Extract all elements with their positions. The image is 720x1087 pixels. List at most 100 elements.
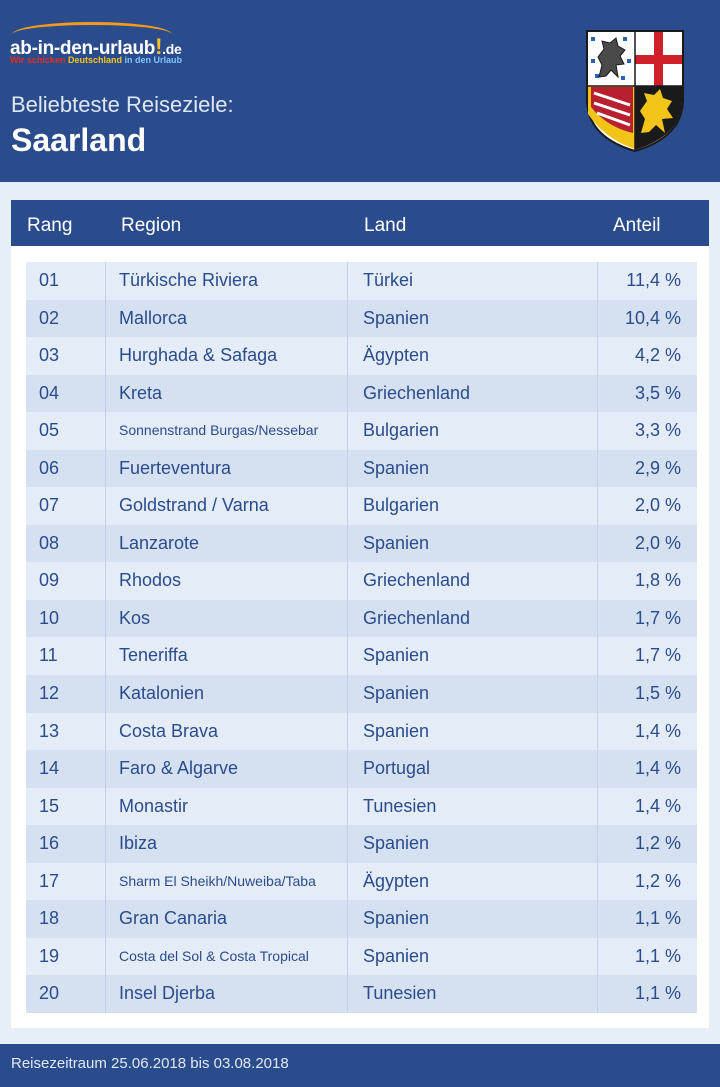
cell-anteil: 1,8 % <box>634 570 681 591</box>
cell-anteil: 1,1 % <box>634 945 681 966</box>
table-row: 03 Hurghada & Safaga Ägypten 4,2 % <box>26 337 697 375</box>
destinations-table: Rang Region Land Anteil 01 Türkische Rivi… <box>11 200 709 1028</box>
table-row: 04 Kreta Griechenland 3,5 % <box>26 374 697 413</box>
cell-rang: 05 <box>39 420 60 441</box>
cell-anteil: 1,5 % <box>634 683 681 704</box>
column-header-rang: Rang <box>27 215 73 236</box>
cell-region: Lanzarote <box>119 532 200 553</box>
cell-rang: 20 <box>39 983 60 1004</box>
table-row: 06 Fuerteventura Spanien 2,9 % <box>26 449 697 488</box>
logo-slogan-part-3: in den Urlaub <box>121 55 182 65</box>
cell-anteil: 1,7 % <box>634 607 681 628</box>
table-row: 07 Goldstrand / Varna Bulgarien 2,0 % <box>26 487 697 525</box>
table-row: 10 Kos Griechenland 1,7 % <box>26 599 697 638</box>
cell-rang: 06 <box>39 457 60 478</box>
cell-region: Teneriffa <box>119 645 188 666</box>
cell-anteil: 1,1 % <box>634 908 681 929</box>
cell-land: Bulgarien <box>363 420 440 441</box>
logo-tld: .de <box>162 41 182 57</box>
cell-region: Kos <box>119 607 151 628</box>
cell-anteil: 1,4 % <box>634 720 681 741</box>
cell-land: Spanien <box>363 683 430 704</box>
cell-land: Spanien <box>363 833 430 854</box>
cell-land: Spanien <box>363 945 430 966</box>
cell-anteil: 1,7 % <box>634 645 681 666</box>
cell-region: Kreta <box>119 382 163 403</box>
logo-arc-icon <box>12 22 172 47</box>
table-row: 17 Sharm El Sheikh/Nuweiba/Taba Ägypten 1,2… <box>26 862 697 901</box>
cell-region: Rhodos <box>119 570 182 591</box>
logo-slogan: Wir schicken Deutschland in den Urlaub <box>10 55 182 65</box>
cell-land: Ägypten <box>363 345 430 366</box>
cell-rang: 18 <box>39 908 60 929</box>
cell-anteil: 2,0 % <box>634 532 681 553</box>
cell-land: Türkei <box>363 270 414 290</box>
table-row: 05 Sonnenstrand Burgas/Nessebar Bulgarien 3… <box>26 412 697 450</box>
table-row: 11 Teneriffa Spanien 1,7 % <box>26 637 697 676</box>
logo-slogan-part-1: Wir schicken <box>10 55 68 65</box>
cell-land: Tunesien <box>363 795 437 816</box>
cell-rang: 14 <box>39 758 60 779</box>
cell-rang: 03 <box>39 345 60 366</box>
logo-wordmark: ab-in-den-urlaub!.de <box>10 34 182 60</box>
footer-bar: Reisezeitraum 25.06.2018 bis 03.08.2018 <box>0 1044 720 1087</box>
cell-rang: 15 <box>39 795 60 816</box>
cell-rang: 01 <box>39 270 60 290</box>
table-body: 01 Türkische Riviera Türkei 11,4 % 02 Mallorc… <box>26 262 697 1013</box>
cell-region: Faro & Algarve <box>119 758 239 779</box>
table-row: 09 Rhodos Griechenland 1,8 % <box>26 562 697 600</box>
cell-rang: 17 <box>39 870 60 891</box>
column-header-land: Land <box>364 215 407 236</box>
table-row: 12 Katalonien Spanien 1,5 % <box>26 675 697 713</box>
logo-name: ab-in-den-urlaub <box>10 38 156 59</box>
brand-logo[interactable]: ab-in-den-urlaub!.de Wir schicken Deutsc… <box>10 22 210 68</box>
logo-slogan-part-2: Deutschland <box>67 55 122 65</box>
cell-land: Ägypten <box>363 870 430 891</box>
cell-anteil: 1,1 % <box>634 983 681 1004</box>
cell-land: Griechenland <box>363 607 471 628</box>
cell-anteil: 1,2 % <box>634 870 681 891</box>
cell-anteil: 3,3 % <box>634 420 681 441</box>
page-title: Saarland <box>11 122 147 158</box>
saarland-coat-of-arms-icon <box>586 30 684 153</box>
cell-land: Spanien <box>363 908 430 929</box>
cell-anteil: 10,4 % <box>624 307 681 328</box>
column-header-anteil: Anteil <box>613 215 661 236</box>
cell-rang: 10 <box>39 607 60 628</box>
cell-rang: 12 <box>39 683 60 704</box>
table-row: 02 Mallorca Spanien 10,4 % <box>26 299 697 338</box>
cell-land: Griechenland <box>363 382 471 403</box>
cell-rang: 11 <box>39 645 58 666</box>
cell-anteil: 1,2 % <box>634 833 681 854</box>
cell-land: Tunesien <box>363 983 437 1004</box>
logo-exclamation: ! <box>155 34 163 59</box>
cell-land: Spanien <box>363 532 430 553</box>
cell-rang: 19 <box>39 945 60 966</box>
column-divider <box>105 262 106 1013</box>
cell-region: Hurghada & Safaga <box>119 345 278 366</box>
cell-land: Spanien <box>363 645 430 666</box>
cell-region: Gran Canaria <box>119 908 228 929</box>
cell-rang: 13 <box>39 720 60 741</box>
cell-region: Mallorca <box>119 307 188 328</box>
cell-rang: 16 <box>39 833 60 854</box>
cell-region: Sonnenstrand Burgas/Nessebar <box>119 422 319 439</box>
column-divider <box>597 262 598 1013</box>
table-row: 16 Ibiza Spanien 1,2 % <box>26 825 697 863</box>
cell-region: Monastir <box>119 795 189 816</box>
column-header-region: Region <box>121 215 182 236</box>
cell-anteil: 2,0 % <box>634 495 681 516</box>
cell-rang: 07 <box>39 495 60 516</box>
cell-anteil: 4,2 % <box>634 345 681 366</box>
cell-region: Fuerteventura <box>119 457 232 478</box>
cell-region: Ibiza <box>119 833 158 854</box>
cell-land: Bulgarien <box>363 495 440 516</box>
cell-rang: 04 <box>39 382 60 403</box>
cell-anteil: 1,4 % <box>634 795 681 816</box>
cell-region: Sharm El Sheikh/Nuweiba/Taba <box>119 872 316 889</box>
cell-anteil: 1,4 % <box>634 758 681 779</box>
table-row: 18 Gran Canaria Spanien 1,1 % <box>26 900 697 938</box>
cell-land: Portugal <box>363 758 431 779</box>
cell-region: Katalonien <box>119 683 205 704</box>
table-row: 19 Costa del Sol & Costa Tropical Spanien 1… <box>26 937 697 976</box>
